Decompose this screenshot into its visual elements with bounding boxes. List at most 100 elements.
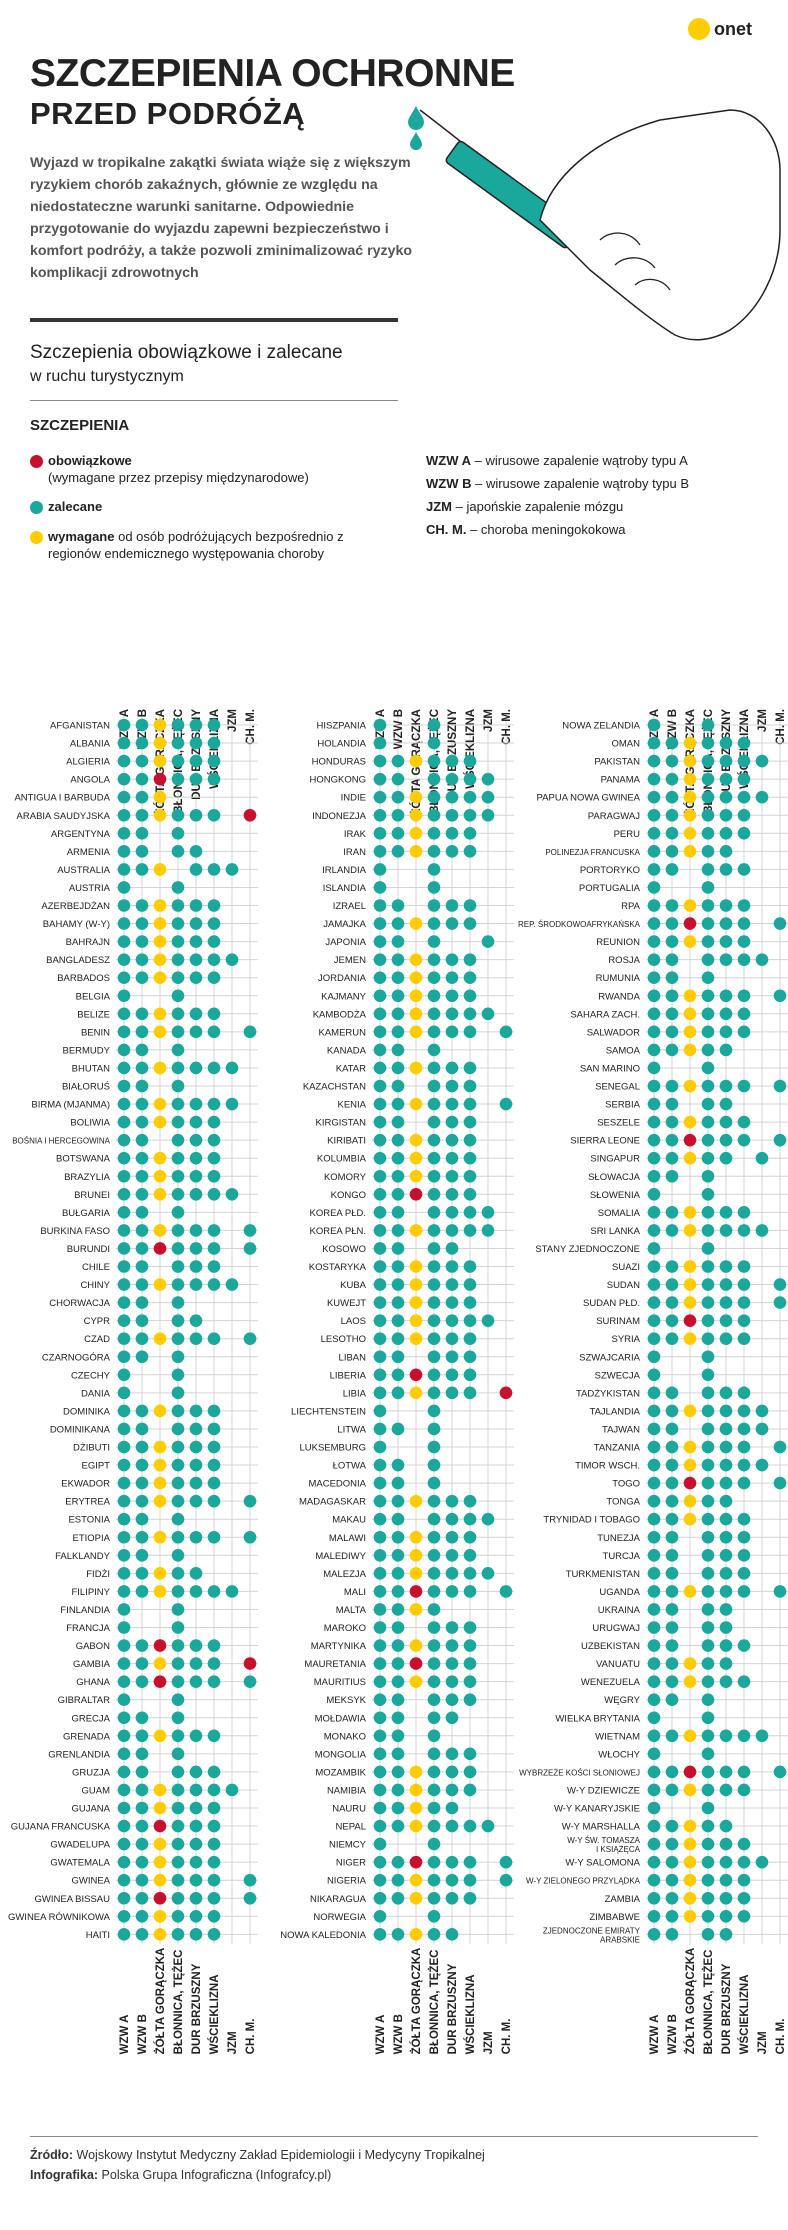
vaccine-dot	[409, 1025, 423, 1039]
vaccine-dot	[189, 971, 203, 984]
vaccine-dot	[171, 1007, 185, 1021]
source-line: Źródło: Wojskowy Instytut Medyczny Zakła…	[30, 2148, 485, 2162]
column-header-bottom: CH. M.	[775, 2019, 787, 2055]
vaccine-dot	[373, 1151, 387, 1165]
vaccine-dot	[445, 1855, 459, 1869]
vaccine-dot	[481, 1007, 495, 1021]
vaccine-dot	[171, 1458, 185, 1472]
vaccine-dot	[171, 1783, 185, 1797]
country-label: KOSTARYKA	[309, 1262, 367, 1273]
vaccination-grid: WZW A WZW A WZW B WZW B ŻÓŁTA GORĄCZKA ŻÓŁTA …	[8, 709, 788, 2055]
vaccine-dot	[665, 1458, 679, 1472]
country-label: KATAR	[336, 1063, 366, 1074]
vaccine-dot	[391, 1169, 405, 1183]
legend-recommended-label: zalecane	[48, 499, 103, 514]
vaccine-dot	[373, 1549, 387, 1562]
vaccine-dot	[737, 1585, 751, 1598]
vaccine-dot	[427, 1079, 441, 1093]
vaccine-dot	[481, 808, 495, 822]
vaccine-dot	[427, 1855, 441, 1869]
country-label: GWINEA RÓWNIKOWA	[8, 1912, 111, 1923]
country-label: AFGANISTAN	[50, 721, 110, 732]
vaccine-dot	[171, 808, 185, 822]
vaccine-dot	[409, 1891, 423, 1905]
vaccine-dot	[135, 1314, 149, 1327]
vaccine-dot	[409, 1873, 423, 1887]
vaccine-dot	[391, 1567, 405, 1580]
vaccine-dot	[153, 790, 167, 804]
vaccine-dot	[737, 1458, 751, 1472]
vaccine-dot	[135, 1043, 149, 1057]
vaccine-dot	[207, 1530, 221, 1544]
country-label: ESTONIA	[68, 1515, 110, 1526]
vaccine-dot	[135, 1458, 149, 1472]
country-label: GHANA	[76, 1677, 110, 1688]
vaccine-dot	[373, 1675, 387, 1688]
country-label: ZAMBIA	[605, 1894, 641, 1905]
vaccine-dot	[701, 863, 715, 876]
vaccine-dot	[647, 1693, 661, 1706]
vaccine-dot	[665, 754, 679, 768]
country-label: GWADELUPA	[50, 1840, 110, 1851]
country-label: IRLANDIA	[322, 865, 366, 876]
vaccine-dot	[701, 1711, 715, 1725]
vaccine-dot	[171, 1278, 185, 1291]
country-label: IRAK	[344, 829, 367, 840]
vaccine-dot	[153, 1494, 167, 1508]
vaccine-dot	[207, 1783, 221, 1797]
vaccine-dot	[463, 1206, 477, 1219]
vaccine-dot	[189, 1458, 203, 1472]
column-header-bottom: WZW A	[119, 2015, 131, 2055]
vaccine-dot	[719, 1549, 733, 1562]
vaccine-dot	[737, 827, 751, 840]
vaccine-dot	[427, 1512, 441, 1526]
country-label: LIECHTENSTEIN	[291, 1406, 366, 1417]
vaccine-dot	[153, 1729, 167, 1743]
vaccine-dot	[719, 790, 733, 804]
country-label: TRYNIDAD I TOBAGO	[543, 1515, 640, 1526]
onet-logo[interactable]: onet	[688, 18, 752, 40]
vaccine-dot	[737, 1314, 751, 1327]
vaccine-dot	[647, 1910, 661, 1923]
country-label: SAHARA ZACH.	[570, 1009, 640, 1020]
country-label: GUJANA FRANCUSKA	[11, 1822, 111, 1833]
vaccine-dot	[207, 1585, 221, 1598]
vaccine-dot	[683, 1765, 697, 1779]
vaccine-dot	[647, 718, 661, 732]
vaccine-dot	[445, 917, 459, 930]
vaccine-dot	[391, 1314, 405, 1327]
vaccine-dot	[647, 1476, 661, 1490]
vaccine-dot	[135, 845, 149, 858]
vaccine-dot	[225, 1061, 239, 1075]
vaccine-dot	[647, 1783, 661, 1797]
country-label: KAMBODŻA	[313, 1009, 367, 1020]
vaccine-dot	[737, 1476, 751, 1490]
country-label: ALBANIA	[70, 739, 111, 750]
vaccine-dot	[647, 971, 661, 984]
country-label: MADAGASKAR	[299, 1497, 366, 1508]
column-header-bottom: WZW B	[393, 2014, 405, 2054]
vaccine-dot	[647, 772, 661, 786]
vaccine-dot	[665, 1476, 679, 1490]
vaccine-dot	[463, 1007, 477, 1021]
vaccine-dot	[243, 1675, 257, 1688]
vaccine-dot	[719, 754, 733, 768]
vaccine-dot	[135, 790, 149, 804]
country-label: FILIPINY	[71, 1587, 110, 1598]
vaccine-dot	[481, 1567, 495, 1580]
vaccine-dot	[719, 772, 733, 786]
vaccine-dot	[117, 899, 131, 912]
vaccine-dot	[391, 754, 405, 768]
vaccine-dot	[189, 1819, 203, 1833]
country-label: NIKARAGUA	[310, 1894, 367, 1905]
vaccine-dot	[409, 827, 423, 840]
vaccine-dot	[409, 808, 423, 822]
vaccine-dot	[463, 1585, 477, 1598]
vaccine-dot	[117, 790, 131, 804]
vaccine-dot	[391, 971, 405, 984]
vaccine-dot	[117, 1585, 131, 1598]
vaccine-dot	[135, 827, 149, 840]
country-label: EKWADOR	[61, 1479, 110, 1490]
vaccine-dot	[135, 1729, 149, 1743]
country-label: REUNION	[596, 937, 640, 948]
